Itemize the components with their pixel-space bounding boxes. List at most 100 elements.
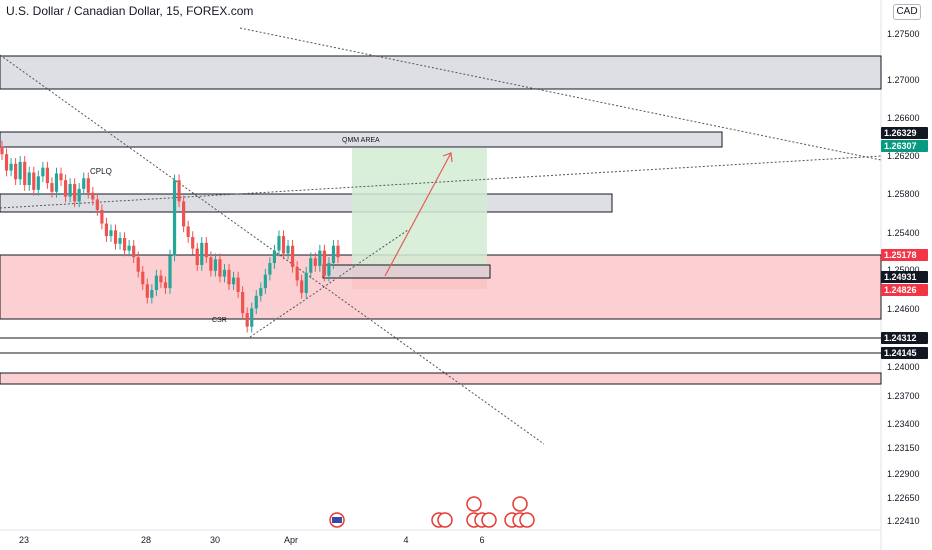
price-badge bbox=[881, 347, 928, 359]
candle-body bbox=[277, 236, 281, 251]
candle-body bbox=[77, 188, 81, 202]
candle-body bbox=[4, 154, 9, 171]
top-supply-zone bbox=[0, 55, 882, 90]
upper-trendline bbox=[239, 27, 882, 161]
price-tick-label: 1.22900 bbox=[887, 469, 920, 479]
price-badge bbox=[881, 271, 928, 283]
price-tick-label: 1.24000 bbox=[887, 362, 920, 372]
candle-body bbox=[82, 178, 86, 189]
candle-body bbox=[50, 183, 54, 192]
candle-body bbox=[222, 269, 227, 277]
candle-body bbox=[191, 237, 195, 249]
candle-body bbox=[263, 274, 267, 289]
price-tick-label: 1.25800 bbox=[887, 189, 920, 199]
candle-body bbox=[218, 259, 222, 277]
price-tick-label: 1.23700 bbox=[887, 391, 920, 401]
event-flags[interactable] bbox=[329, 496, 535, 528]
candle-body bbox=[236, 277, 240, 292]
candle-body bbox=[100, 210, 104, 224]
price-tick-label: 1.27000 bbox=[887, 75, 920, 85]
candle-body bbox=[304, 272, 308, 293]
candle-body bbox=[136, 257, 140, 272]
price-badge bbox=[881, 332, 928, 344]
time-tick-label: 4 bbox=[403, 535, 408, 545]
candle-body bbox=[104, 223, 109, 237]
candle-body bbox=[18, 161, 22, 180]
price-tick-label: 1.23400 bbox=[887, 419, 920, 429]
candle-body bbox=[331, 245, 336, 264]
price-tick-label: 1.22650 bbox=[887, 493, 920, 503]
candle-body bbox=[213, 259, 218, 271]
candle-body bbox=[177, 180, 181, 202]
price-tick-label: 1.25400 bbox=[887, 228, 920, 238]
price-badge-label: 1.24145 bbox=[884, 348, 917, 358]
candle-body bbox=[9, 163, 13, 171]
qmm-area-zone bbox=[0, 131, 723, 148]
price-badge-label: 1.25178 bbox=[884, 250, 917, 260]
candle-body bbox=[145, 284, 149, 298]
candle-body bbox=[41, 167, 45, 177]
ca-flag-icon[interactable] bbox=[466, 496, 482, 512]
price-tick-label: 1.23150 bbox=[887, 443, 920, 453]
candle-body bbox=[254, 295, 258, 309]
candle-body bbox=[91, 192, 95, 200]
candle-body bbox=[168, 255, 172, 289]
ca-flag-icon[interactable] bbox=[512, 496, 528, 512]
candle-body bbox=[295, 266, 299, 281]
descending-trendline bbox=[0, 54, 545, 445]
candle-body bbox=[336, 245, 340, 258]
candle-body bbox=[122, 238, 127, 251]
candle-body bbox=[250, 308, 254, 327]
price-badges: 1.26329 1.26307 1.25178 1.24931 1.24826 1.243… bbox=[881, 127, 928, 359]
cplq-label: CPLQ bbox=[90, 167, 112, 176]
low-label: CSR bbox=[212, 317, 227, 324]
candle-body bbox=[95, 199, 99, 211]
candle-body bbox=[109, 230, 113, 237]
candle-body bbox=[68, 184, 72, 197]
candle-body bbox=[86, 178, 90, 193]
candle-body bbox=[272, 250, 277, 264]
price-axis[interactable]: 1.27500 1.27000 1.26600 1.26200 1.25800 1.254… bbox=[887, 29, 920, 526]
time-tick-label: Apr bbox=[284, 535, 298, 545]
candle-body bbox=[209, 257, 213, 271]
candle-body bbox=[290, 245, 295, 267]
entry-box bbox=[322, 264, 491, 279]
candle-body bbox=[63, 180, 68, 197]
candle-body bbox=[59, 173, 63, 181]
ca-flag-icon[interactable] bbox=[437, 512, 453, 528]
price-badge-label: 1.24312 bbox=[884, 333, 917, 343]
candle-body bbox=[154, 275, 158, 291]
candle-body bbox=[23, 161, 27, 186]
candle-body bbox=[150, 290, 154, 298]
candle-body bbox=[227, 269, 231, 285]
lower-demand-zone bbox=[0, 372, 882, 385]
ca-flag-icon[interactable] bbox=[519, 512, 535, 528]
ca-flag-icon[interactable] bbox=[481, 512, 497, 528]
price-tick-label: 1.26600 bbox=[887, 113, 920, 123]
price-tick-label: 1.25000 bbox=[887, 265, 920, 275]
qmm-area-label: QMM AREA bbox=[342, 137, 380, 144]
candle-body bbox=[268, 263, 272, 275]
candle-body bbox=[204, 242, 208, 258]
candle-body bbox=[36, 176, 40, 190]
currency-button[interactable]: CAD bbox=[893, 4, 921, 20]
price-badge-label: 1.26307 bbox=[884, 141, 917, 151]
price-tick-label: 1.26200 bbox=[887, 151, 920, 161]
candle-body bbox=[186, 226, 190, 238]
cplq-trendline bbox=[0, 155, 882, 209]
candle-body bbox=[54, 173, 59, 192]
time-axis[interactable]: 23 28 30 Apr 4 6 bbox=[19, 535, 485, 545]
candle-body bbox=[309, 258, 313, 273]
price-badge bbox=[881, 249, 928, 261]
candle-body bbox=[300, 280, 304, 293]
price-badge-label: 1.26329 bbox=[884, 128, 917, 138]
candle-body bbox=[313, 258, 317, 266]
candle-body bbox=[14, 163, 18, 180]
candle-body bbox=[163, 282, 168, 289]
price-tick-label: 1.22410 bbox=[887, 516, 920, 526]
candle-body bbox=[118, 238, 122, 244]
candle-body bbox=[127, 245, 131, 251]
candles bbox=[0, 140, 340, 333]
candle-body bbox=[172, 180, 177, 256]
